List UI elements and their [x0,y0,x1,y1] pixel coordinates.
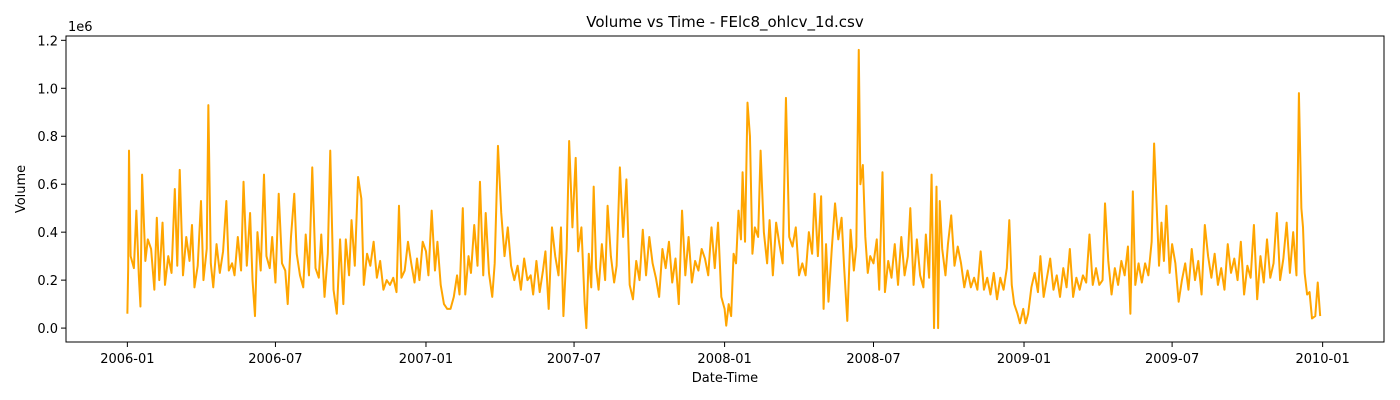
y-tick-label: 0.0 [37,322,58,337]
y-tick-label: 0.6 [37,178,58,193]
y-tick-label: 1.2 [37,34,58,49]
x-tick-label: 2006-01 [100,352,154,367]
y-tick-label: 0.2 [37,274,58,289]
y-offset-label: 1e6 [68,20,93,35]
chart-title: Volume vs Time - FElc8_ohlcv_1d.csv [586,13,864,32]
y-tick-label: 0.4 [37,226,58,241]
x-tick-label: 2007-07 [547,352,601,367]
x-tick-label: 2009-01 [997,352,1051,367]
x-tick-label: 2006-07 [248,352,302,367]
x-tick-label: 2007-01 [399,352,453,367]
x-tick-label: 2008-01 [697,352,751,367]
y-tick-label: 1.0 [37,82,58,97]
y-axis-label: Volume [14,165,29,213]
volume-series-line [126,48,1322,330]
x-tick-label: 2009-07 [1145,352,1199,367]
x-axis-label: Date-Time [692,371,758,386]
plot-frame [65,35,1385,343]
x-tick-label: 2008-07 [846,352,900,367]
x-tick-label: 2010-01 [1295,352,1349,367]
y-tick-label: 0.8 [37,130,58,145]
